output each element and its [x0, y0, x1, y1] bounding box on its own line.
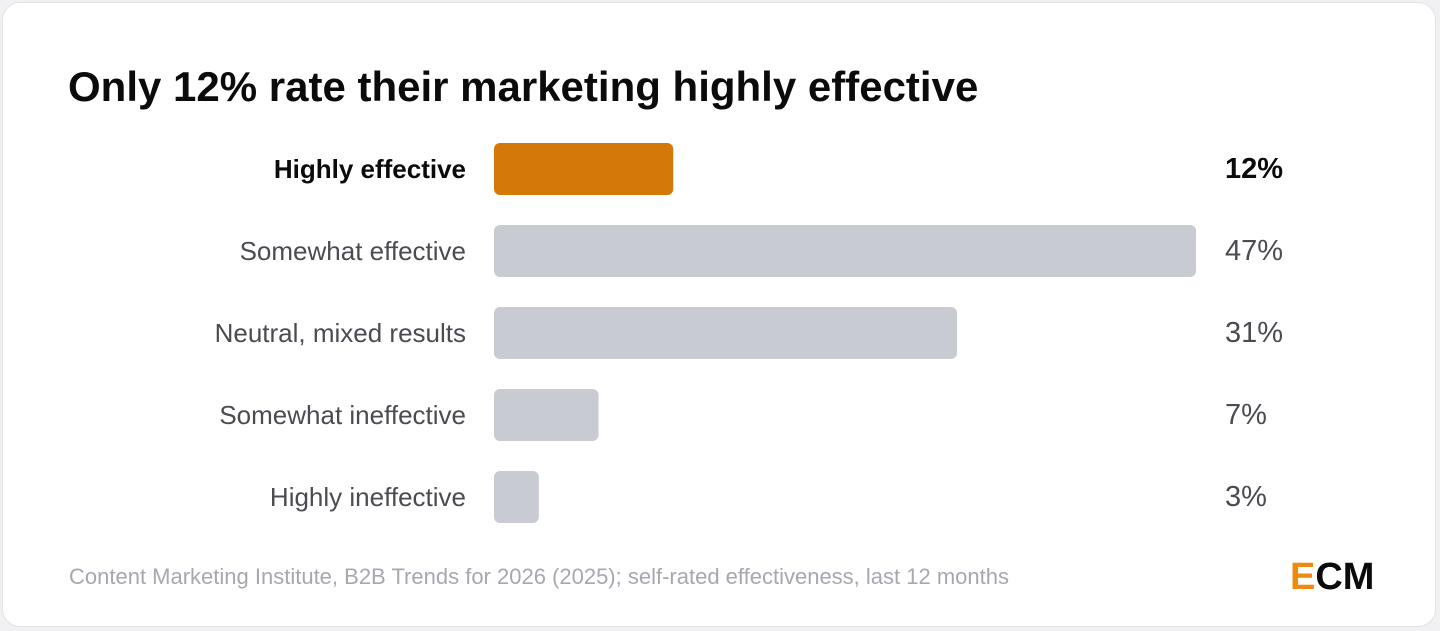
category-label: Somewhat effective	[240, 236, 466, 266]
value-label: 7%	[1225, 399, 1267, 431]
ecm-logo: ECM	[1290, 556, 1374, 598]
category-label: Neutral, mixed results	[215, 318, 466, 348]
value-label: 12%	[1225, 153, 1283, 185]
bar-somewhat-effective	[494, 225, 1196, 277]
bar-neutral-mixed-results	[494, 307, 958, 359]
source-note: Content Marketing Institute, B2B Trends …	[69, 564, 1009, 589]
logo-letter-e: E	[1290, 556, 1316, 598]
value-label: 47%	[1225, 235, 1283, 267]
value-label: 31%	[1225, 317, 1283, 349]
chart-title: Only 12% rate their marketing highly eff…	[68, 63, 979, 110]
logo-letters-cm: CM	[1315, 556, 1375, 598]
bar-highly-ineffective	[494, 471, 539, 523]
category-label: Highly ineffective	[270, 482, 466, 512]
category-label: Highly effective	[274, 154, 466, 184]
bar-chart: Highly effective 12% Somewhat effective 47%…	[215, 143, 1283, 523]
category-label: Somewhat ineffective	[219, 400, 466, 430]
value-label: 3%	[1225, 481, 1267, 513]
bar-somewhat-ineffective	[494, 389, 599, 441]
bar-highly-effective	[494, 143, 674, 195]
